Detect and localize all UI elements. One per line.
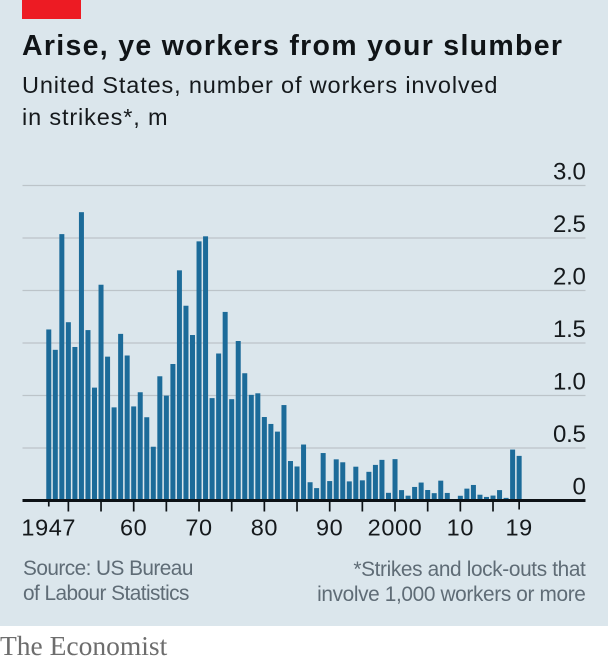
svg-text:1947: 1947 [21,514,76,540]
svg-text:0: 0 [572,474,585,501]
svg-text:90: 90 [316,514,343,540]
svg-text:1.5: 1.5 [553,316,585,343]
svg-text:70: 70 [185,514,212,540]
svg-text:60: 60 [120,514,147,540]
svg-text:1.0: 1.0 [553,369,585,396]
svg-text:2.5: 2.5 [553,211,585,238]
svg-text:80: 80 [251,514,278,540]
svg-text:3.0: 3.0 [553,159,585,186]
svg-text:0.5: 0.5 [553,421,585,448]
svg-text:10: 10 [447,514,474,540]
svg-text:2.0: 2.0 [553,264,585,291]
svg-text:19: 19 [505,514,532,540]
svg-text:2000: 2000 [368,514,423,540]
